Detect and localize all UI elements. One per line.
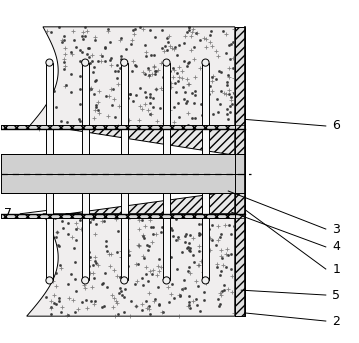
Text: 4: 4 [332,240,340,253]
Text: 6: 6 [332,119,340,132]
Circle shape [81,277,89,284]
Bar [46,62,53,154]
Bar [121,62,128,154]
Polygon shape [66,129,235,155]
Bar [1,154,244,174]
Bar [202,193,209,281]
Circle shape [202,277,209,284]
Circle shape [202,59,209,66]
Circle shape [121,277,128,284]
Text: 3: 3 [332,223,340,236]
Bar [1,125,235,129]
Bar [81,193,89,281]
Bar [1,214,235,218]
Bar [46,193,53,281]
Bar [1,174,244,193]
Bar [121,193,128,281]
Circle shape [121,59,128,66]
Text: 2: 2 [332,315,340,328]
Circle shape [81,59,89,66]
Bar [202,62,209,154]
Text: 1: 1 [332,262,340,275]
Polygon shape [66,191,235,214]
Circle shape [163,59,170,66]
Bar [81,62,89,154]
Circle shape [163,277,170,284]
Circle shape [46,59,53,66]
Text: 5: 5 [332,288,340,301]
Bar [235,27,244,316]
Polygon shape [27,27,235,129]
Polygon shape [27,214,235,316]
Text: 7: 7 [4,207,12,220]
Bar [163,62,170,154]
Bar [163,193,170,281]
Circle shape [46,277,53,284]
